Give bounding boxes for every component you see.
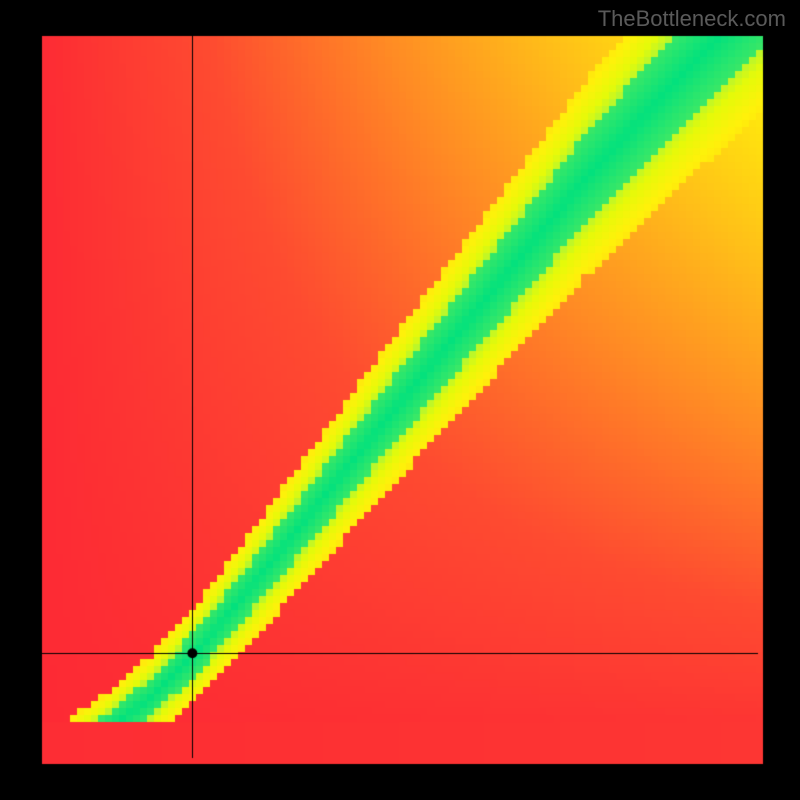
watermark-label: TheBottleneck.com [598,6,786,32]
chart-container: TheBottleneck.com [0,0,800,800]
bottleneck-heatmap [0,0,800,800]
